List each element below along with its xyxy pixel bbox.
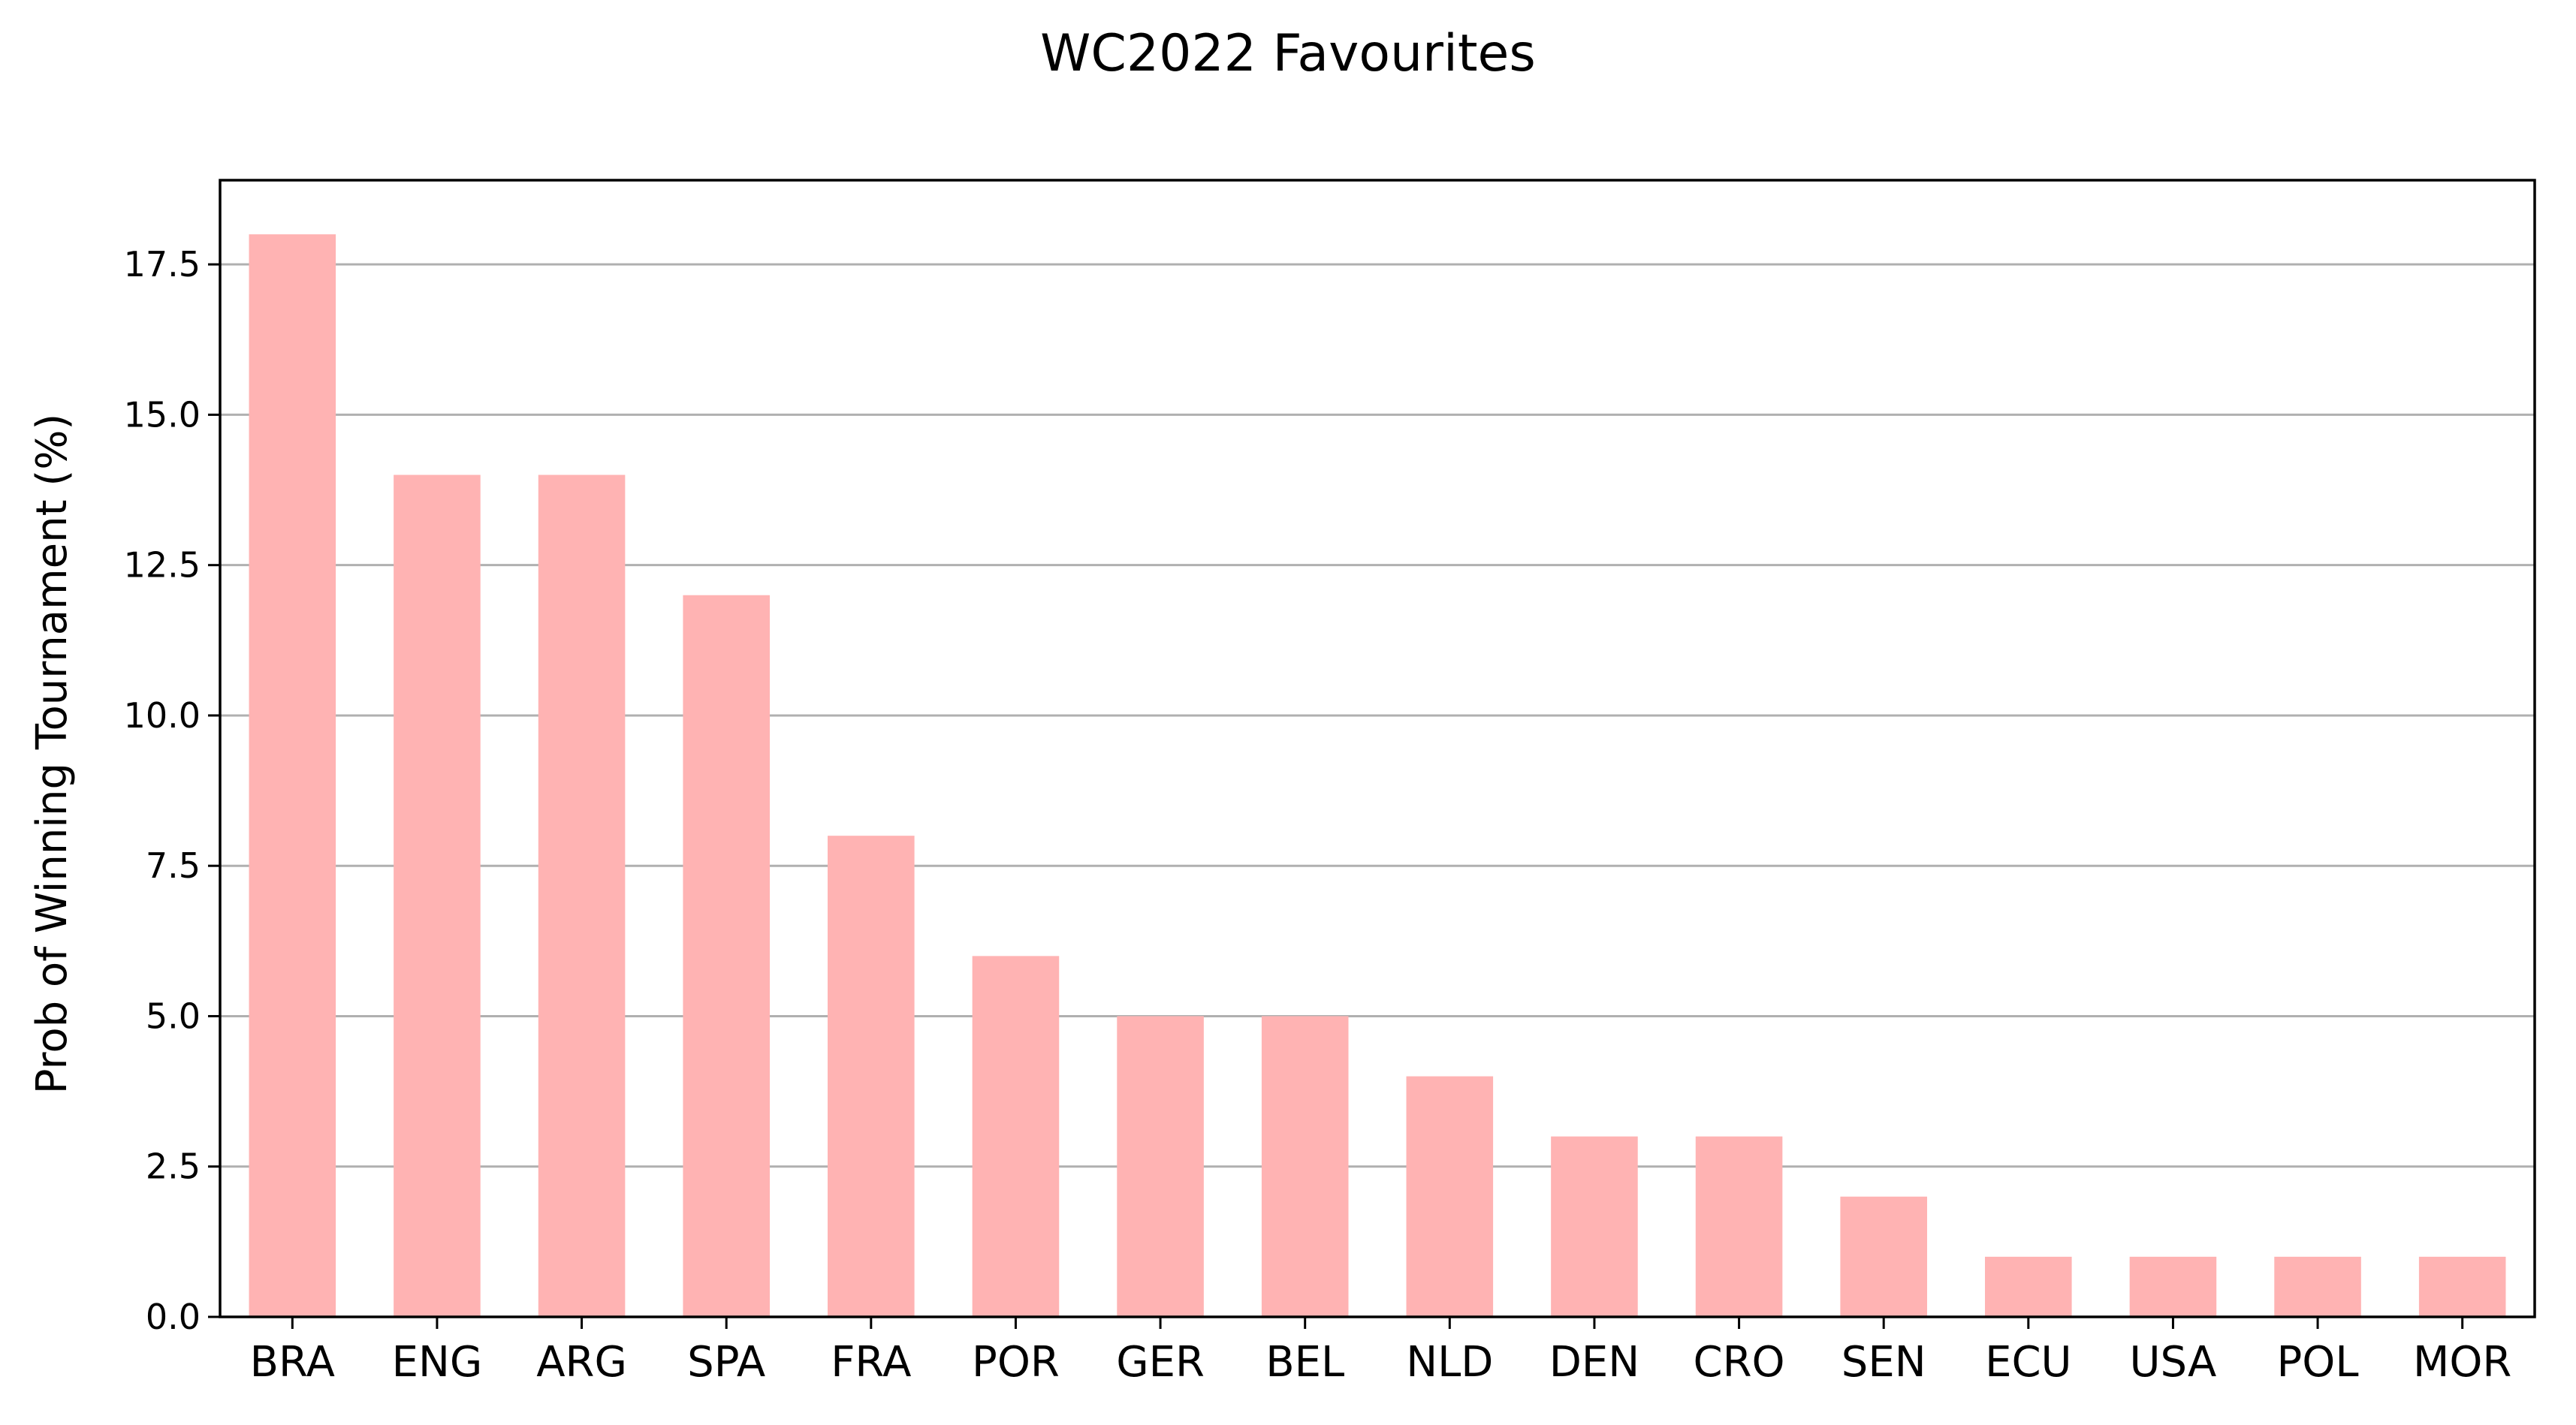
y-tick-label: 5.0 <box>146 996 201 1036</box>
x-tick-label-ecu: ECU <box>1985 1338 2071 1387</box>
x-tick-label-den: DEN <box>1549 1338 1639 1387</box>
y-tick-label: 12.5 <box>124 545 201 586</box>
bar-bra <box>249 234 336 1318</box>
y-tick-label: 0.0 <box>146 1297 201 1337</box>
x-axis-ticks: BRA ENG ARG SPA FRA POR GER BEL NLD DEN CRO SEN ECU U… <box>250 1317 2511 1387</box>
x-tick-label-fra: FRA <box>831 1338 911 1387</box>
x-tick-label-bel: BEL <box>1265 1338 1344 1387</box>
bars <box>249 234 2506 1318</box>
x-tick-label-arg: ARG <box>536 1338 627 1387</box>
bar-pol <box>2274 1256 2361 1317</box>
bar-mor <box>2418 1256 2506 1317</box>
x-tick-label-nld: NLD <box>1406 1338 1493 1387</box>
bar-fra <box>828 836 915 1317</box>
bar-usa <box>2129 1256 2217 1317</box>
bar-nld <box>1406 1076 1494 1317</box>
x-tick-label-sen: SEN <box>1842 1338 1926 1387</box>
bar-bel <box>1261 1016 1349 1317</box>
bar-cro <box>1695 1136 1783 1317</box>
bar-por <box>972 956 1060 1317</box>
x-tick-label-cro: CRO <box>1694 1338 1785 1387</box>
bar-ecu <box>1985 1256 2072 1317</box>
y-axis-label: Prob of Winning Tournament (%) <box>28 414 77 1095</box>
y-axis-ticks: 0.0 2.5 5.0 7.5 10.0 12.5 15.0 17.5 <box>124 244 220 1337</box>
y-tick-label: 17.5 <box>124 244 201 285</box>
x-tick-label-bra: BRA <box>250 1338 335 1387</box>
plot-frame <box>219 179 2536 1318</box>
x-tick-label-usa: USA <box>2129 1338 2216 1387</box>
x-tick-label-por: POR <box>972 1338 1060 1387</box>
bar-arg <box>538 474 626 1317</box>
y-tick-label: 10.0 <box>124 695 201 736</box>
bar-den <box>1551 1136 1638 1317</box>
y-tick-label: 15.0 <box>124 394 201 435</box>
x-tick-label-ger: GER <box>1116 1338 1205 1387</box>
bar-ger <box>1117 1016 1204 1317</box>
x-tick-label-eng: ENG <box>392 1338 483 1387</box>
chart-title: WC2022 Favourites <box>1040 24 1536 83</box>
y-tick-label: 2.5 <box>146 1146 201 1187</box>
bar-sen <box>1840 1196 1927 1317</box>
bar-spa <box>683 595 770 1317</box>
x-tick-label-mor: MOR <box>2413 1338 2511 1387</box>
y-tick-label: 7.5 <box>146 845 201 886</box>
bar-eng <box>394 474 481 1317</box>
x-tick-label-pol: POL <box>2277 1338 2359 1387</box>
x-tick-label-spa: SPA <box>687 1338 765 1387</box>
